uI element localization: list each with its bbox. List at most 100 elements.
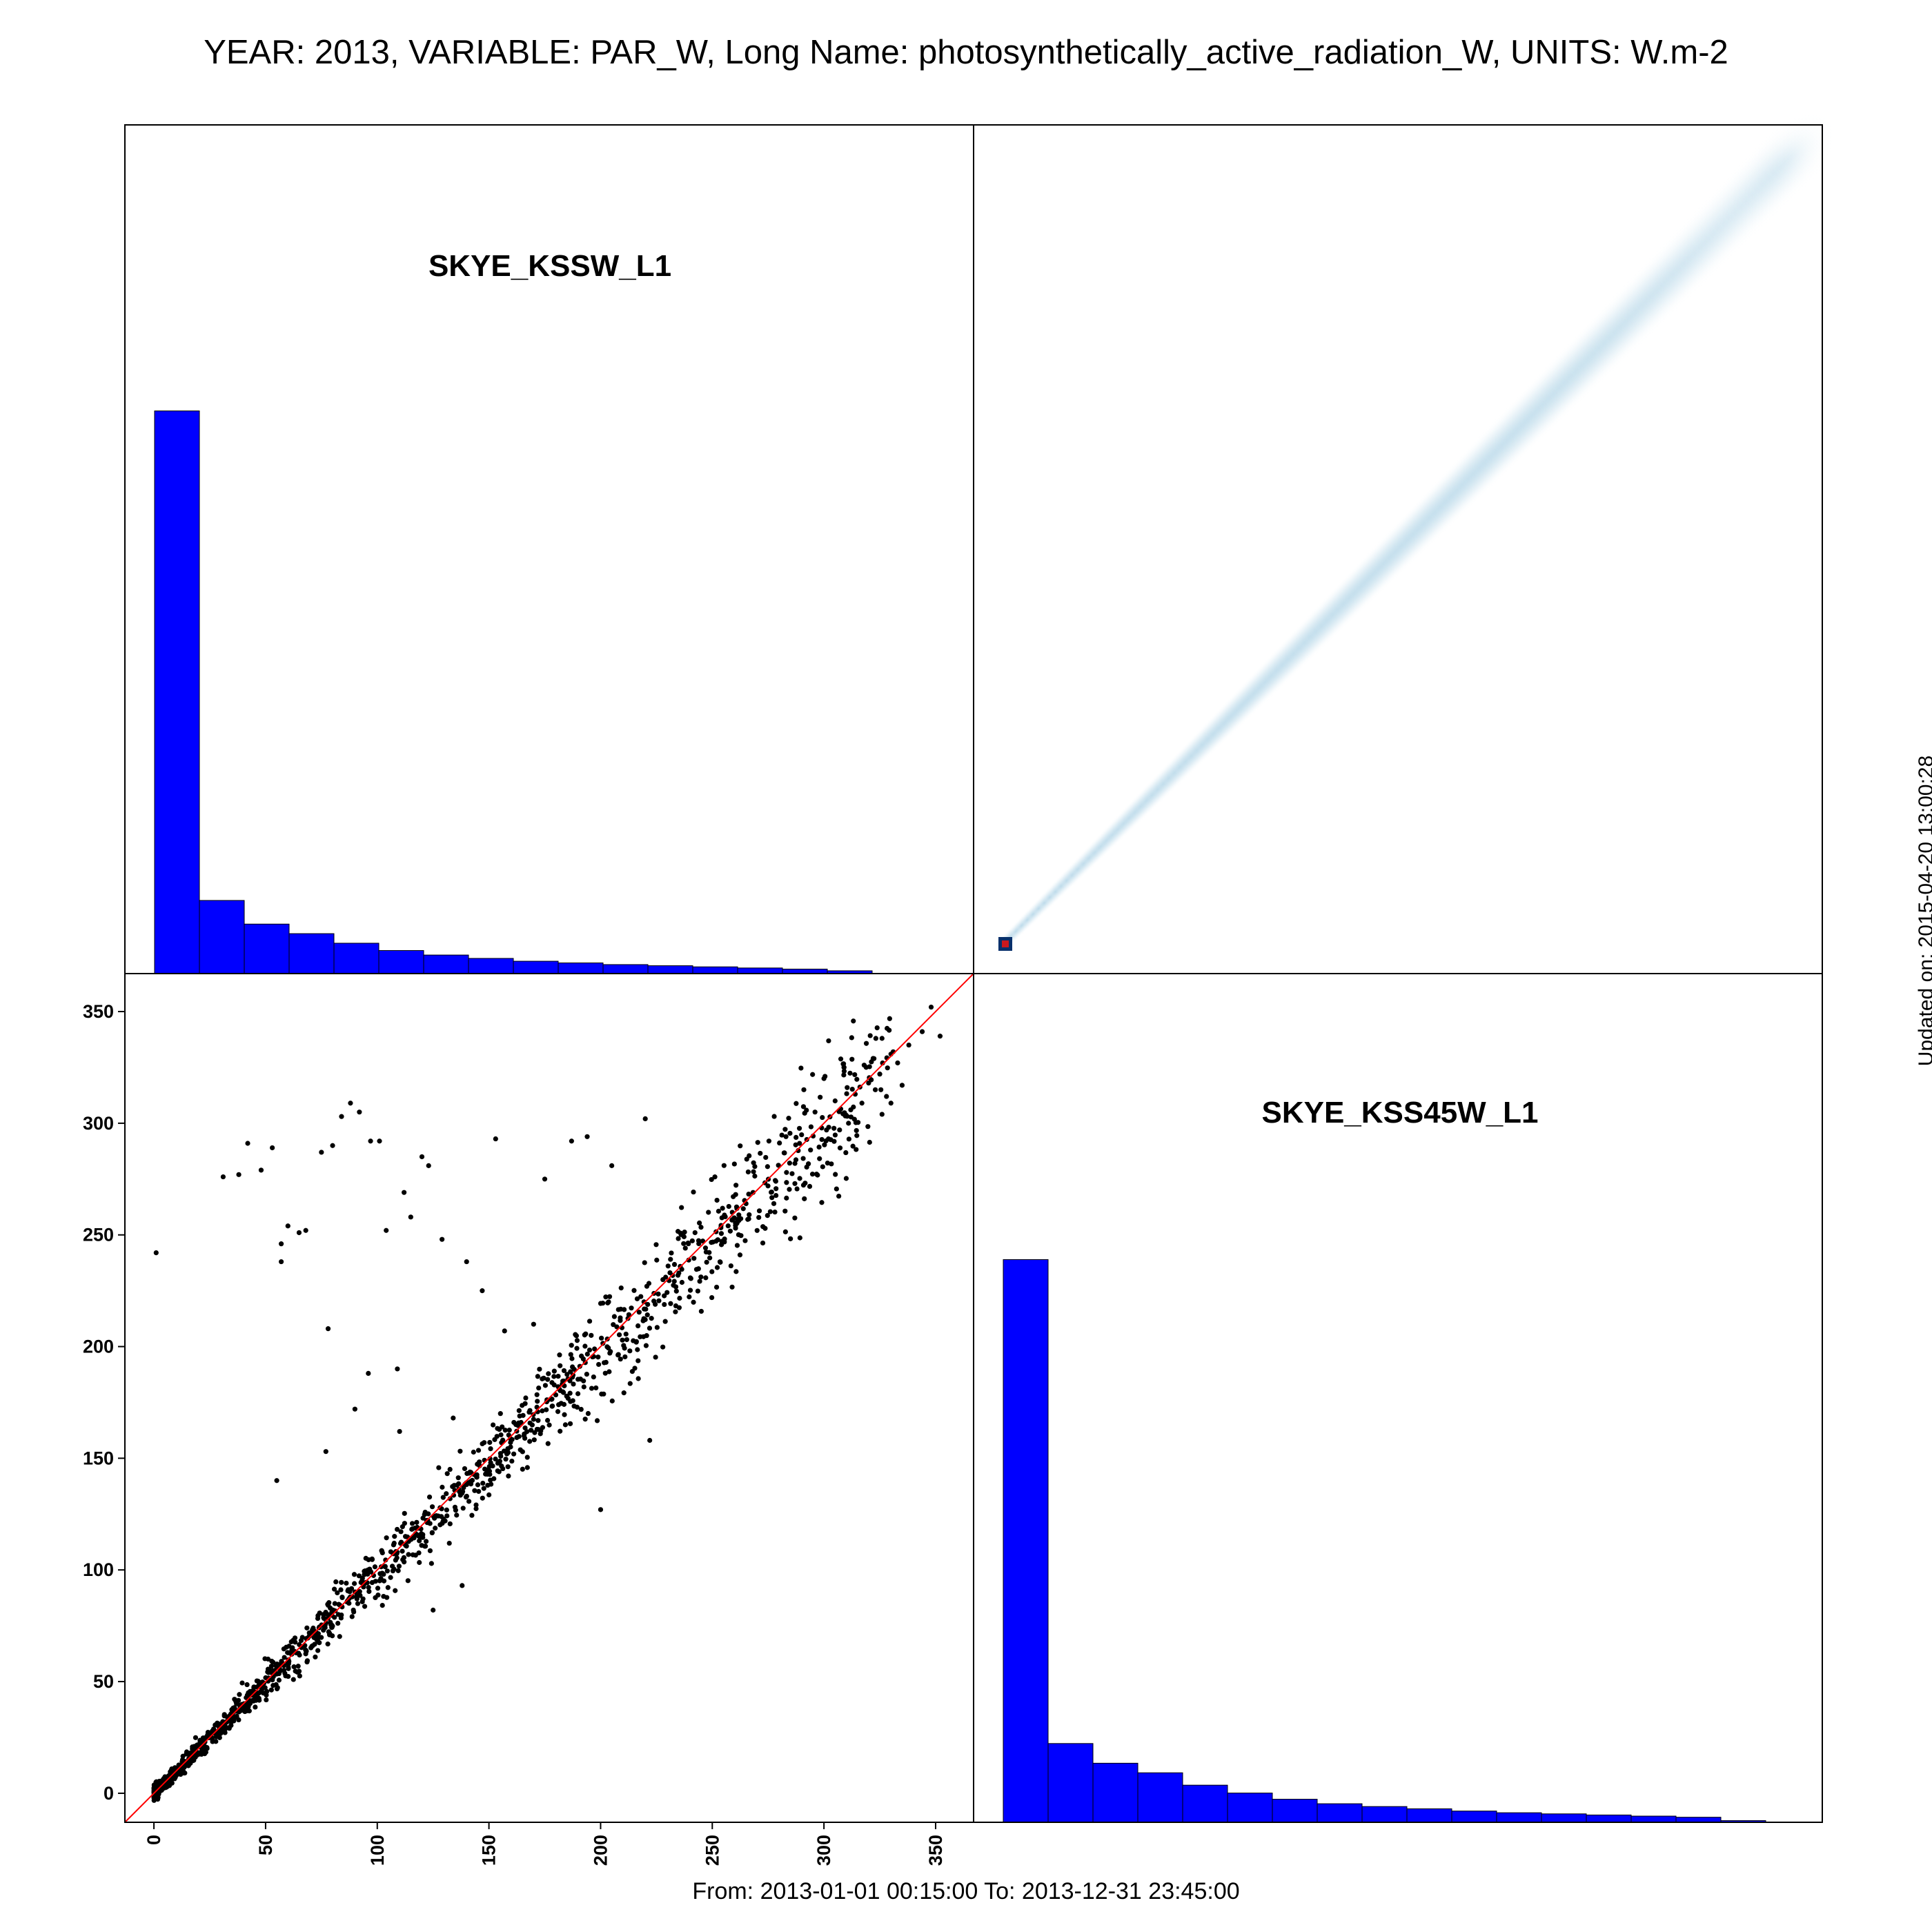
scatter-point <box>372 1564 378 1570</box>
scatter-point <box>394 1526 400 1532</box>
scatter-point <box>274 1661 279 1667</box>
scatter-point <box>351 1607 356 1613</box>
scatter-point <box>689 1238 695 1243</box>
histogram-bar <box>737 967 783 974</box>
scatter-point <box>870 1056 876 1061</box>
scatter-point <box>800 1156 806 1161</box>
scatter-point <box>797 1141 802 1146</box>
scatter-point <box>410 1552 415 1557</box>
scatter-point <box>555 1409 561 1414</box>
scatter-point <box>622 1346 627 1351</box>
scatter-point <box>677 1295 682 1301</box>
scatter-point <box>322 1616 327 1621</box>
scatter-point <box>527 1408 533 1413</box>
scatter-point <box>295 1664 301 1669</box>
scatter-point <box>789 1171 795 1176</box>
density-cell <box>1742 106 1841 206</box>
histogram-bar <box>1182 1784 1228 1823</box>
scatter-point <box>687 1294 692 1300</box>
scatter-point <box>687 1288 693 1293</box>
scatter-point <box>622 1307 627 1312</box>
scatter-point <box>643 1343 649 1348</box>
scatter-point <box>859 1101 865 1106</box>
histogram-bar <box>288 933 335 974</box>
scatter-point <box>794 1186 800 1192</box>
scatter-point <box>474 1475 480 1480</box>
scatter-point <box>928 1004 934 1010</box>
scatter-outlier <box>642 1116 648 1121</box>
scatter-point <box>339 1595 345 1601</box>
scatter-point <box>832 1132 838 1138</box>
y-tick-label: 250 <box>83 1225 114 1245</box>
scatter-point <box>787 1161 793 1166</box>
scatter-point <box>849 1056 855 1062</box>
scatter-point <box>562 1412 567 1417</box>
histogram-bar <box>1361 1806 1408 1823</box>
scatter-point <box>771 1201 777 1206</box>
scatter-point <box>818 1094 823 1100</box>
scatter-point <box>578 1406 584 1412</box>
scatter-point <box>820 1164 825 1170</box>
scatter-point <box>275 1685 280 1690</box>
scatter-outlier <box>368 1138 373 1144</box>
scatter-point <box>848 1114 854 1120</box>
scatter-point <box>535 1399 540 1404</box>
scatter-point <box>573 1332 578 1337</box>
scatter-point <box>937 1034 943 1039</box>
scatter-point <box>181 1764 187 1770</box>
scatter-point <box>671 1261 678 1268</box>
scatter-point <box>585 1410 591 1417</box>
scatter-point <box>713 1284 720 1290</box>
scatter-point <box>154 1793 160 1799</box>
scatter-point <box>230 1717 236 1723</box>
scatter-point <box>767 1209 773 1214</box>
scatter-point <box>779 1132 785 1138</box>
scatter-point <box>482 1466 488 1472</box>
scatter-point <box>426 1494 433 1500</box>
scatter-point <box>861 1063 867 1068</box>
scatter-point <box>262 1656 268 1662</box>
scatter-point <box>246 1708 252 1714</box>
scatter-point <box>662 1293 667 1299</box>
scatter-point <box>199 1751 204 1757</box>
scatter-point <box>250 1688 256 1693</box>
scatter-point <box>712 1174 718 1180</box>
scatter-point <box>238 1708 244 1713</box>
y-tick-label: 300 <box>83 1113 114 1134</box>
histogram-bar <box>1586 1814 1632 1823</box>
y-tick-label: 50 <box>93 1671 114 1692</box>
scatter-point <box>505 1464 511 1470</box>
scatter-point <box>297 1673 302 1679</box>
x-tick-label: 350 <box>925 1835 946 1866</box>
scatter-point <box>270 1659 276 1665</box>
scatter-point <box>329 1624 335 1630</box>
scatter-point <box>846 1121 851 1126</box>
scatter-point <box>615 1307 621 1312</box>
scatter-point <box>531 1417 536 1422</box>
histogram-bar <box>1137 1772 1183 1823</box>
scatter-point <box>388 1575 393 1580</box>
scatter-point <box>313 1654 318 1660</box>
scatter-point <box>506 1473 511 1479</box>
scatter-point <box>874 1025 880 1031</box>
scatter-point <box>375 1586 381 1591</box>
scatter-outlier <box>493 1136 498 1142</box>
scatter-point <box>919 1029 925 1034</box>
scatter-outlier <box>531 1321 536 1327</box>
scatter-point <box>734 1243 740 1248</box>
scatter-point <box>825 1160 830 1166</box>
scatter-outlier <box>598 1507 604 1512</box>
scatter-point <box>524 1455 530 1460</box>
scatter-point <box>616 1332 622 1338</box>
scatter-point <box>549 1397 554 1402</box>
scatter-point <box>455 1475 461 1481</box>
scatter-point <box>596 1361 602 1368</box>
scatter-points <box>124 973 974 1823</box>
scatter-point <box>362 1568 367 1574</box>
x-tick-label: 200 <box>590 1835 611 1866</box>
scatter-point <box>703 1249 709 1255</box>
scatter-point <box>412 1525 418 1531</box>
scatter-point <box>292 1648 297 1654</box>
scatter-point <box>635 1358 641 1363</box>
scatter-point <box>464 1481 470 1488</box>
